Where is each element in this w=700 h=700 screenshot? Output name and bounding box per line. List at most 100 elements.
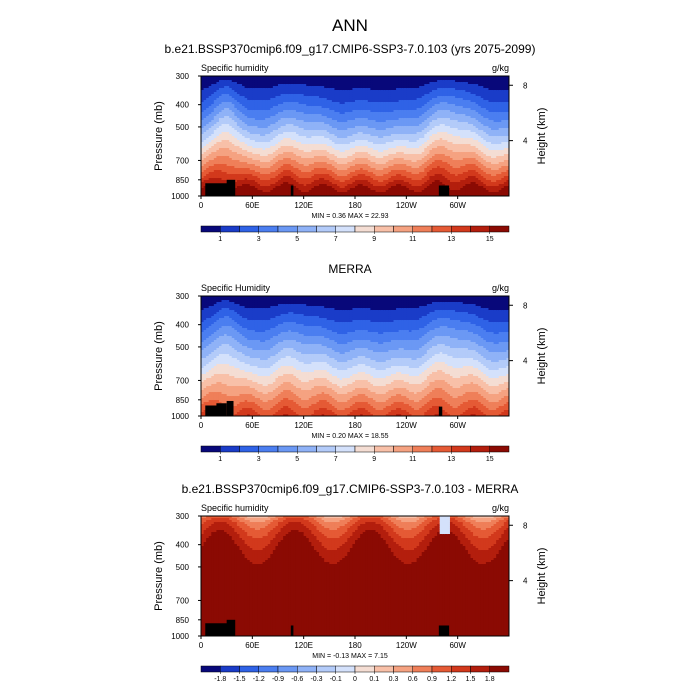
colorbar-swatch: [297, 666, 316, 672]
x-tick-label: 0: [199, 201, 204, 210]
colorbar-swatch: [278, 666, 297, 672]
y-axis-right-label: Height (km): [536, 548, 548, 605]
field-contours: [201, 516, 509, 636]
colorbar-label: -0.3: [310, 676, 322, 683]
colorbar-swatch: [201, 226, 220, 232]
stat-min-label: MIN =: [311, 213, 330, 220]
colorbar-label: 13: [447, 236, 455, 243]
y-tick-label: 400: [176, 321, 190, 330]
stat-min-label: MIN =: [312, 653, 331, 660]
colorbar-swatch: [355, 446, 374, 452]
colorbar: -1.8 -1.5 -1.2 -0.9 -0.6 -0.3 -0.1 0 0.1 0.3 0.6 0.…: [201, 666, 509, 683]
colorbar-swatch: [297, 226, 316, 232]
units-label: g/kg: [492, 283, 509, 293]
topography-block: [227, 620, 236, 636]
y-axis-label: Pressure (mb): [153, 101, 165, 171]
panel-title: MERRA: [328, 262, 371, 276]
stat-min-label: MIN =: [311, 433, 330, 440]
x-tick-label: 60W: [449, 421, 466, 430]
stat-max: 22.93: [371, 213, 389, 220]
panel-title: b.e21.BSSP370cmip6.f09_g17.CMIP6-SSP3-7.…: [165, 42, 536, 56]
colorbar-swatch: [451, 226, 470, 232]
stat-min: 0.36: [332, 213, 346, 220]
units-label: g/kg: [492, 63, 509, 73]
colorbar-label: 0.6: [408, 676, 418, 683]
colorbar-label: 0: [353, 676, 357, 683]
colorbar: 1 3 5 7 9 11 13 15: [201, 226, 509, 243]
colorbar-swatch: [355, 226, 374, 232]
x-tick-label: 120W: [396, 421, 417, 430]
topography-block: [439, 625, 449, 636]
y-tick-label: 500: [176, 123, 190, 132]
colorbar-swatch: [355, 666, 374, 672]
y-axis-label: Pressure (mb): [153, 541, 165, 611]
colorbar-label: -0.6: [291, 676, 303, 683]
x-tick-label: 180: [348, 421, 362, 430]
colorbar-label: 9: [372, 236, 376, 243]
x-tick-label: 60W: [449, 641, 466, 650]
x-tick-label: 0: [199, 641, 204, 650]
chart-panel-3: b.e21.BSSP370cmip6.f09_g17.CMIP6-SSP3-7.…: [153, 482, 548, 683]
y-tick-label: 1000: [171, 412, 189, 421]
y-tick-label: 400: [176, 541, 190, 550]
colorbar-swatch: [451, 446, 470, 452]
stat-max: 7.15: [374, 653, 388, 660]
colorbar-swatch: [490, 666, 509, 672]
height-tick-label: 8: [523, 521, 528, 530]
colorbar-label: -0.9: [272, 676, 284, 683]
x-tick-label: 180: [348, 641, 362, 650]
colorbar-label: 9: [372, 456, 376, 463]
colorbar-swatch: [259, 226, 278, 232]
colorbar-swatch: [240, 446, 259, 452]
colorbar-swatch: [451, 666, 470, 672]
colorbar-swatch: [471, 666, 490, 672]
colorbar-swatch: [394, 666, 413, 672]
min-max-stats: MIN = -0.13 MAX = 7.15: [312, 653, 388, 660]
topography-block: [439, 185, 449, 196]
y-tick-label: 850: [176, 176, 190, 185]
colorbar-swatch: [432, 666, 451, 672]
colorbar-swatch: [413, 446, 432, 452]
colorbar-swatch: [432, 226, 451, 232]
colorbar-label: -1.8: [214, 676, 226, 683]
colorbar-swatch: [220, 446, 239, 452]
chart-panel-1: b.e21.BSSP370cmip6.f09_g17.CMIP6-SSP3-7.…: [153, 42, 548, 243]
colorbar-label: 0.1: [369, 676, 379, 683]
x-tick-label: 60E: [245, 201, 259, 210]
colorbar-swatch: [278, 446, 297, 452]
colorbar-label: -0.1: [330, 676, 342, 683]
topography-block: [291, 185, 294, 196]
colorbar-label: 1: [218, 456, 222, 463]
colorbar-swatch: [413, 226, 432, 232]
stat-min: -0.13: [333, 653, 349, 660]
colorbar-swatch: [317, 446, 336, 452]
colorbar-label: 1.8: [485, 676, 495, 683]
stat-max-label: MAX =: [348, 213, 369, 220]
topography-block: [439, 407, 442, 416]
y-tick-label: 300: [176, 292, 190, 301]
colorbar-swatch: [413, 666, 432, 672]
colorbar-label: 5: [295, 236, 299, 243]
colorbar-swatch: [490, 446, 509, 452]
y-tick-label: 700: [176, 156, 190, 165]
y-tick-label: 1000: [171, 192, 189, 201]
colorbar-swatch: [336, 666, 355, 672]
y-tick-label: 1000: [171, 632, 189, 641]
colorbar-label: 0.3: [389, 676, 399, 683]
colorbar-label: 15: [486, 236, 494, 243]
colorbar-swatch: [220, 226, 239, 232]
x-tick-label: 120W: [396, 641, 417, 650]
x-tick-label: 120W: [396, 201, 417, 210]
variable-label: Specific humidity: [201, 63, 269, 73]
colorbar-label: 7: [334, 236, 338, 243]
colorbar-swatch: [278, 226, 297, 232]
colorbar-label: 1.2: [446, 676, 456, 683]
y-axis-label: Pressure (mb): [153, 321, 165, 391]
height-tick-label: 4: [523, 577, 528, 586]
colorbar-label: 5: [295, 456, 299, 463]
topography-block: [227, 180, 236, 196]
y-tick-label: 300: [176, 512, 190, 521]
y-tick-label: 850: [176, 396, 190, 405]
colorbar-swatch: [336, 226, 355, 232]
